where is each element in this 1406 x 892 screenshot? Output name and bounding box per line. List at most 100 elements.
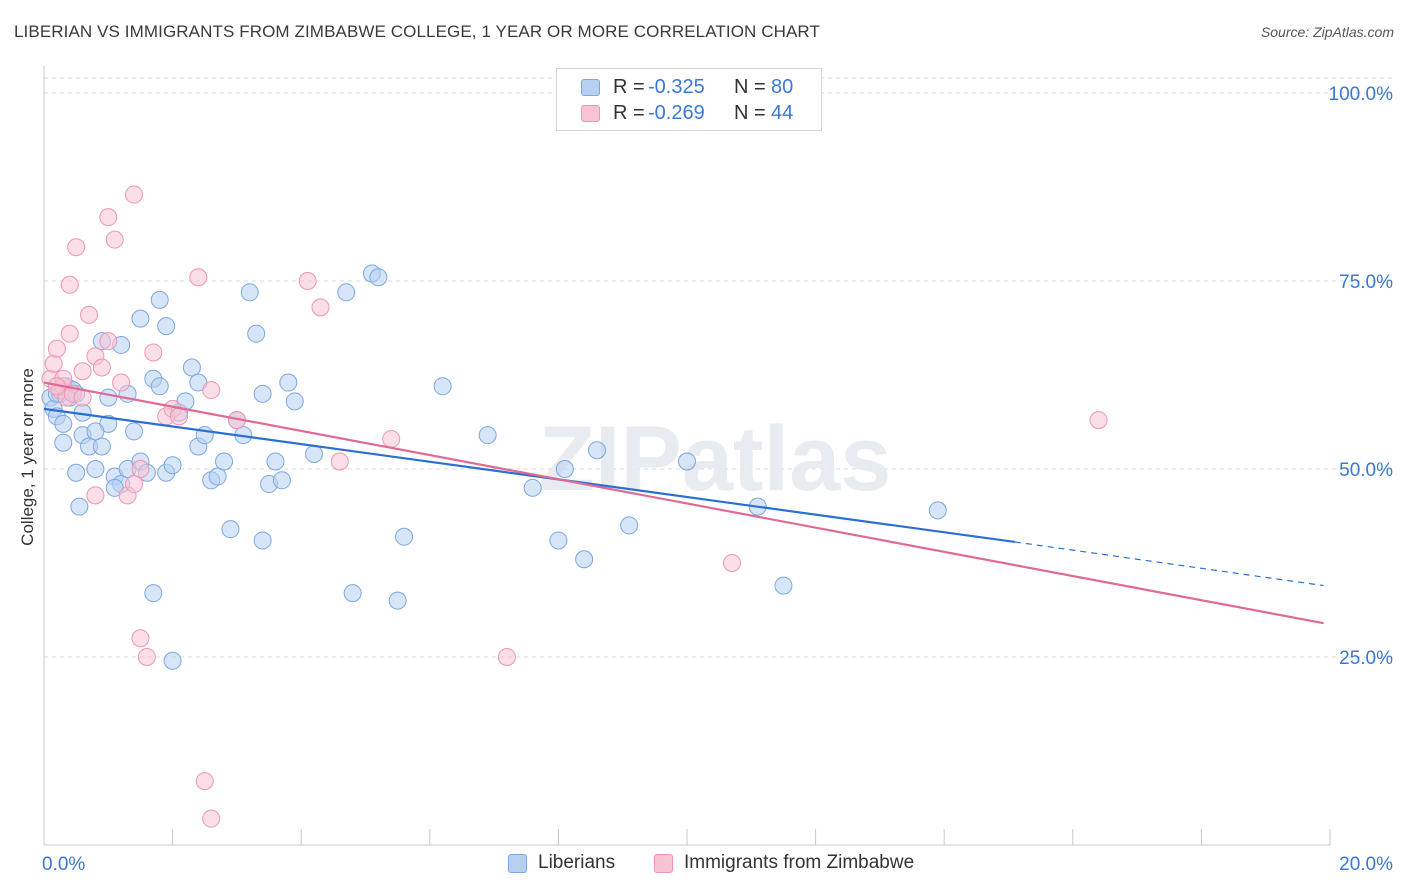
liberians-trendline bbox=[43, 407, 1016, 544]
liberians-point bbox=[86, 422, 105, 441]
zimbabwe-point bbox=[131, 460, 150, 479]
zimbabwe-point bbox=[125, 475, 144, 494]
y-tick-label: 75.0% bbox=[1339, 272, 1393, 293]
zimbabwe-point bbox=[44, 354, 63, 373]
liberians-point bbox=[774, 576, 793, 595]
liberians-point bbox=[182, 358, 201, 377]
liberians-point bbox=[388, 591, 407, 610]
n-label: N = bbox=[734, 76, 766, 98]
trend-layer bbox=[43, 381, 1324, 625]
zimbabwe-point bbox=[189, 268, 208, 287]
liberians-point bbox=[157, 317, 176, 336]
liberians-point bbox=[587, 441, 606, 460]
liberians-point bbox=[125, 422, 144, 441]
source-label: Source: ZipAtlas.com bbox=[1260, 24, 1394, 40]
zimbabwe-swatch bbox=[581, 105, 600, 122]
zimbabwe-point bbox=[311, 298, 330, 317]
liberians-point bbox=[337, 283, 356, 302]
zimbabwe-point bbox=[1089, 411, 1108, 430]
liberians-point bbox=[208, 467, 227, 486]
zimbabwe-point bbox=[99, 332, 118, 351]
liberians-legend-swatch bbox=[508, 854, 527, 873]
axes-layer bbox=[43, 66, 1331, 846]
liberians-point bbox=[67, 463, 86, 482]
zimbabwe-point bbox=[382, 429, 401, 448]
liberians-point bbox=[575, 550, 594, 569]
zimbabwe-point bbox=[202, 809, 221, 828]
liberians-point bbox=[928, 501, 947, 520]
liberians-point bbox=[144, 584, 163, 603]
liberians-point bbox=[478, 426, 497, 445]
liberians-point bbox=[305, 444, 324, 463]
r-value: -0.325 bbox=[648, 76, 705, 98]
n-label: N = bbox=[734, 102, 766, 124]
y-tick-label: 100.0% bbox=[1329, 84, 1394, 105]
zimbabwe-point bbox=[330, 452, 349, 471]
zimbabwe-point bbox=[497, 648, 516, 667]
liberians-point bbox=[678, 452, 696, 471]
zimbabwe-point bbox=[202, 381, 221, 400]
r-label: R = bbox=[613, 102, 645, 124]
zimbabwe-point bbox=[125, 185, 144, 204]
liberians-point bbox=[54, 433, 73, 452]
liberians-point bbox=[253, 531, 272, 550]
y-tick-label: 50.0% bbox=[1339, 460, 1393, 481]
zimbabwe-point bbox=[723, 554, 742, 573]
liberians-point bbox=[163, 456, 182, 475]
liberians-point bbox=[247, 324, 266, 343]
liberians-point bbox=[253, 384, 272, 403]
liberians-point bbox=[395, 527, 414, 546]
zimbabwe-point bbox=[105, 230, 124, 249]
r-value: -0.269 bbox=[648, 102, 705, 124]
points-layer bbox=[41, 185, 1108, 828]
y-axis-label: College, 1 year or more bbox=[18, 368, 37, 546]
grid-layer bbox=[44, 77, 1392, 658]
liberians-point bbox=[272, 471, 291, 490]
liberians-point bbox=[150, 290, 169, 309]
correlation-legend: R = -0.325 N = 80 R = -0.269 N = 44 bbox=[556, 68, 822, 131]
zimbabwe-trendline bbox=[43, 381, 1324, 625]
n-value: 44 bbox=[771, 102, 794, 124]
zimbabwe-point bbox=[131, 629, 150, 648]
y-tick-label: 25.0% bbox=[1339, 648, 1393, 669]
legend-row-zimbabwe: R = -0.269 N = 44 bbox=[557, 101, 821, 127]
liberians-point bbox=[266, 452, 285, 471]
liberians-point bbox=[285, 392, 304, 411]
legend-label: Liberians bbox=[538, 852, 616, 873]
liberians-point bbox=[433, 377, 452, 396]
x-tick-label: 0.0% bbox=[42, 854, 85, 875]
liberians-point bbox=[343, 584, 362, 603]
zimbabwe-point bbox=[86, 486, 105, 505]
zimbabwe-point bbox=[298, 272, 317, 291]
zimbabwe-point bbox=[144, 343, 163, 362]
zimbabwe-point bbox=[170, 407, 189, 426]
liberians-point bbox=[549, 531, 568, 550]
liberians-swatch bbox=[581, 79, 600, 96]
zimbabwe-point bbox=[60, 324, 79, 343]
liberians-point bbox=[215, 452, 234, 471]
liberians-point bbox=[240, 283, 259, 302]
zimbabwe-point bbox=[137, 648, 156, 667]
liberians-point bbox=[163, 651, 182, 670]
zimbabwe-point bbox=[99, 208, 118, 227]
liberians-point bbox=[99, 388, 118, 407]
r-label: R = bbox=[613, 76, 645, 98]
liberians-point bbox=[70, 497, 89, 516]
liberians-point bbox=[221, 520, 240, 539]
x-tick-label: 20.0% bbox=[1339, 854, 1393, 875]
liberians-point bbox=[369, 268, 388, 287]
legend-label: Immigrants from Zimbabwe bbox=[684, 852, 915, 873]
liberians-point bbox=[92, 437, 111, 456]
liberians-point bbox=[555, 460, 574, 479]
zimbabwe-point bbox=[73, 362, 92, 381]
liberians-point bbox=[54, 414, 73, 433]
legend-row-liberians: R = -0.325 N = 80 bbox=[557, 75, 821, 101]
liberians-point bbox=[131, 309, 150, 328]
series-legend: Liberians Immigrants from Zimbabwe bbox=[0, 852, 1406, 878]
liberians-point bbox=[86, 460, 105, 479]
liberians-point bbox=[523, 478, 542, 497]
zimbabwe-point bbox=[80, 305, 99, 324]
zimbabwe-point bbox=[195, 772, 214, 791]
zimbabwe-point bbox=[112, 373, 131, 392]
